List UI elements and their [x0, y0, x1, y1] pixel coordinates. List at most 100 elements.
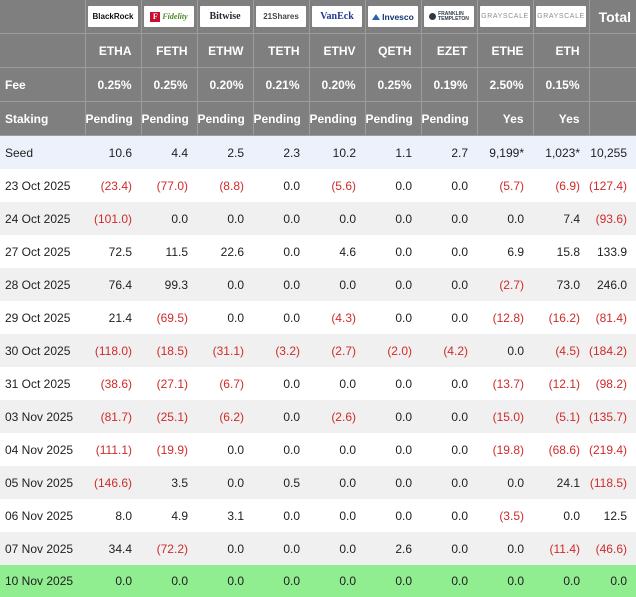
staking-label-cell: Staking	[0, 101, 86, 136]
row-label: 05 Nov 2025	[5, 475, 74, 490]
staking-value: Pending	[309, 111, 357, 126]
staking-value: Yes	[502, 111, 524, 126]
value-cell: 0.0	[421, 499, 477, 532]
fee-cell: 0.15%	[533, 67, 590, 102]
ticker-etha: ETHA	[98, 43, 132, 58]
blackrock-logo-text: BlackRock	[92, 12, 134, 21]
cell-value: (2.7)	[499, 277, 524, 292]
ticker-cell: ETHA	[85, 33, 142, 68]
cell-value: 0.0	[395, 376, 412, 391]
cell-value: 0.0	[563, 508, 580, 523]
fidelity-logo: F Fidelity	[144, 6, 194, 27]
value-cell: 0.0	[309, 367, 365, 400]
value-cell: 1,023*	[533, 135, 589, 169]
cell-value: 0.0	[451, 244, 468, 259]
grayscale-logo-text: Grayscale	[481, 13, 529, 20]
cell-value: 0.0	[227, 310, 244, 325]
cell-value: (3.2)	[275, 343, 300, 358]
cell-value: 0.0	[283, 211, 300, 226]
value-cell: (18.5)	[141, 334, 197, 367]
cell-value: (4.2)	[443, 343, 468, 358]
cell-value: (13.7)	[492, 376, 524, 391]
cell-value: (68.6)	[548, 442, 580, 457]
row-label: 29 Oct 2025	[5, 310, 71, 325]
total-cell: 10,255	[589, 135, 636, 169]
total-cell: 133.9	[589, 235, 636, 268]
row-label-cell: 23 Oct 2025	[0, 169, 85, 202]
cell-value: 0.0	[395, 508, 412, 523]
value-cell: 4.4	[141, 135, 197, 169]
cell-value: 24.1	[556, 475, 580, 490]
value-cell: (19.9)	[141, 433, 197, 466]
cell-value: 0.0	[507, 343, 524, 358]
value-cell: (31.1)	[197, 334, 253, 367]
total-value: (93.6)	[595, 211, 627, 226]
cell-value: 0.0	[171, 574, 188, 588]
table-row: 04 Nov 2025 (111.1) (19.9) 0.0 0.0 0.0 0.0 0.0 (…	[0, 433, 636, 466]
total-header-cell: Total	[589, 0, 636, 34]
cell-value: 0.0	[451, 178, 468, 193]
value-cell: 0.0	[197, 532, 253, 565]
cell-value: (5.6)	[331, 178, 356, 193]
cell-value: (2.7)	[331, 343, 356, 358]
cell-value: (146.6)	[93, 475, 132, 490]
cell-value: 0.0	[507, 574, 524, 588]
cell-value: 8.0	[115, 508, 132, 523]
total-value: (118.5)	[589, 475, 627, 490]
staking-cell: Yes	[533, 101, 590, 136]
value-cell: (13.7)	[477, 367, 533, 400]
value-cell: (146.6)	[85, 466, 141, 499]
cell-value: 0.0	[339, 376, 356, 391]
value-cell: 0.0	[421, 268, 477, 301]
franklin-logo-text: FRANKLIN TEMPLETON	[438, 11, 469, 22]
total-cell: (127.4)	[589, 169, 636, 202]
value-cell: 0.0	[365, 202, 421, 235]
cell-value: (12.1)	[548, 376, 580, 391]
cell-value: 2.6	[395, 541, 412, 556]
value-cell: 0.0	[365, 367, 421, 400]
cell-value: 4.4	[171, 145, 188, 160]
cell-value: (6.2)	[219, 409, 244, 424]
row-label-cell: 05 Nov 2025	[0, 466, 85, 499]
value-cell: (4.3)	[309, 301, 365, 334]
value-cell: 0.0	[253, 499, 309, 532]
table-row: 23 Oct 2025 (23.4) (77.0) (8.8) 0.0 (5.6) 0.0 0…	[0, 169, 636, 202]
value-cell: (81.7)	[85, 400, 141, 433]
staking-value: Pending	[197, 111, 245, 126]
staking-cell: Pending	[85, 101, 142, 136]
cell-value: (2.6)	[331, 409, 356, 424]
value-cell: 10.6	[85, 135, 141, 169]
franklin-logo: FRANKLIN TEMPLETON	[424, 6, 474, 27]
total-value: (46.6)	[595, 541, 627, 556]
fee-label: Fee	[5, 77, 26, 92]
bitwise-logo-text: Bitwise	[209, 11, 241, 22]
value-cell: 0.0	[253, 532, 309, 565]
row-label: 28 Oct 2025	[5, 277, 71, 292]
total-cell: (118.5)	[589, 466, 636, 499]
value-cell: 73.0	[533, 268, 589, 301]
value-cell: 72.5	[85, 235, 141, 268]
grayscale-logo: Grayscale	[480, 6, 530, 27]
cell-value: 0.0	[451, 376, 468, 391]
fee-cell: 0.25%	[85, 67, 142, 102]
value-cell: (6.7)	[197, 367, 253, 400]
ticker-ezet: EZET	[436, 43, 468, 58]
cell-value: (4.3)	[331, 310, 356, 325]
cell-value: (16.2)	[548, 310, 580, 325]
cell-value: 9,199*	[489, 145, 524, 160]
cell-value: 0.0	[451, 310, 468, 325]
row-label: 23 Oct 2025	[5, 178, 71, 193]
total-cell: 246.0	[589, 268, 636, 301]
value-cell: 10.2	[309, 135, 365, 169]
staking-cell: Pending	[253, 101, 310, 136]
cell-value: 0.0	[283, 277, 300, 292]
value-cell: 99.3	[141, 268, 197, 301]
cell-value: 1.1	[395, 145, 412, 160]
cell-value: 0.0	[451, 409, 468, 424]
value-cell: 0.0	[309, 499, 365, 532]
row-label-cell: Seed	[0, 135, 85, 169]
value-cell: 0.0	[197, 565, 253, 597]
value-cell: 15.8	[533, 235, 589, 268]
value-cell: (8.8)	[197, 169, 253, 202]
